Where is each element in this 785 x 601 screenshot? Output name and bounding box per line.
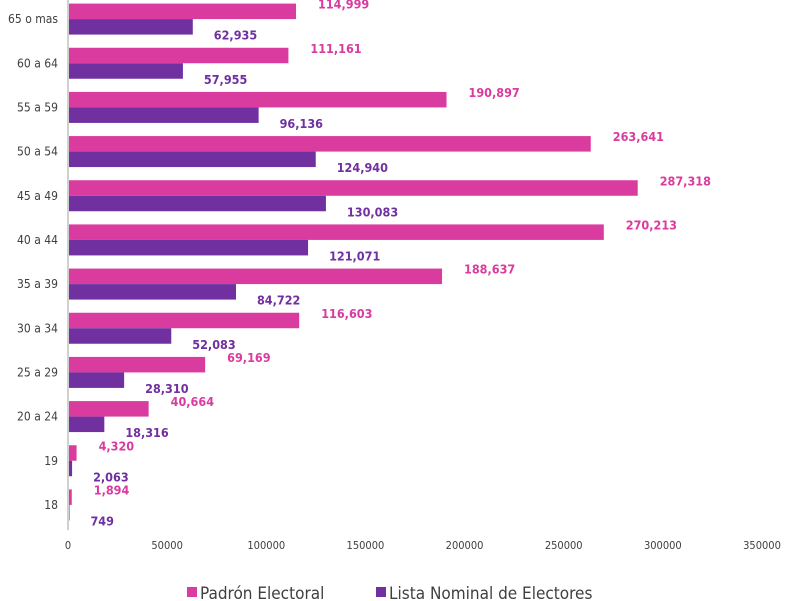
bar-lista	[68, 416, 105, 433]
data-label: 57,955	[204, 72, 248, 87]
bar-lista	[68, 107, 259, 123]
category-label: 40 a 44	[17, 233, 58, 247]
data-label: 130,083	[347, 204, 398, 219]
data-label: 287,318	[660, 173, 711, 188]
data-label: 749	[90, 513, 114, 528]
bar-lista	[68, 151, 316, 168]
bar-lista	[68, 460, 73, 477]
x-tick-label: 100000	[247, 539, 285, 552]
legend-label: Padrón Electoral	[200, 584, 324, 601]
bar-padron	[68, 445, 77, 461]
x-tick-label: 50000	[151, 539, 182, 552]
data-label: 18,316	[125, 425, 169, 440]
bar-lista	[68, 284, 236, 300]
data-label: 124,940	[337, 160, 388, 175]
category-label: 20 a 24	[17, 410, 58, 424]
bar-padron	[68, 356, 206, 373]
category-label: 30 a 34	[17, 321, 58, 335]
data-label: 96,136	[280, 116, 324, 131]
category-label: 18	[44, 498, 58, 512]
category-label: 65 o mas	[8, 12, 58, 26]
bar-lista	[68, 372, 125, 388]
data-label: 190,897	[469, 85, 520, 100]
x-tick-label: 350000	[743, 539, 781, 552]
data-label: 52,083	[192, 337, 235, 352]
bar-padron	[68, 401, 149, 417]
x-tick-label: 0	[65, 539, 71, 552]
bar-padron	[68, 180, 638, 196]
bar-lista	[68, 328, 172, 344]
x-tick-label: 300000	[644, 539, 682, 552]
bar-padron	[68, 91, 447, 108]
data-label: 69,169	[227, 350, 271, 365]
bar-padron	[68, 3, 297, 20]
x-tick-label: 150000	[347, 539, 385, 552]
category-label: 60 a 64	[17, 56, 58, 70]
bar-padron	[68, 47, 289, 64]
data-label: 1,894	[94, 482, 130, 497]
bar-lista	[68, 19, 193, 35]
bar-padron	[68, 268, 443, 285]
data-label: 121,071	[329, 248, 380, 263]
category-label: 55 a 59	[17, 100, 58, 114]
data-label: 2,063	[93, 469, 129, 484]
data-label: 116,603	[321, 306, 372, 321]
data-label: 111,161	[310, 41, 361, 56]
bar-padron	[68, 224, 604, 240]
data-label: 4,320	[99, 438, 135, 453]
legend-label: Lista Nominal de Electores	[389, 584, 592, 601]
data-label: 28,310	[145, 381, 189, 396]
bar-lista	[68, 63, 183, 79]
bar-padron	[68, 136, 591, 152]
data-label: 84,722	[257, 293, 300, 308]
category-label: 35 a 39	[17, 277, 58, 291]
data-label: 114,999	[318, 0, 369, 12]
bar-lista	[68, 239, 309, 256]
category-label: 19	[44, 454, 58, 468]
data-label: 263,641	[613, 129, 664, 144]
data-label: 188,637	[464, 262, 515, 277]
legend-swatch	[376, 587, 386, 597]
x-tick-label: 200000	[446, 539, 484, 552]
category-label: 50 a 54	[17, 145, 58, 159]
data-label: 40,664	[171, 394, 215, 409]
bar-padron	[68, 489, 72, 505]
bar-lista	[68, 195, 326, 212]
category-label: 45 a 49	[17, 189, 58, 203]
data-label: 62,935	[214, 28, 258, 43]
legend-swatch	[187, 587, 197, 597]
category-label: 25 a 29	[17, 365, 58, 379]
data-label: 270,213	[626, 217, 677, 232]
bar-padron	[68, 312, 300, 329]
x-tick-label: 250000	[545, 539, 583, 552]
